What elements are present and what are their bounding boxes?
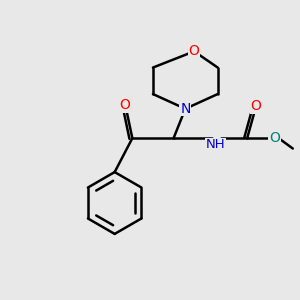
Text: O: O [250, 99, 261, 113]
Text: O: O [189, 44, 200, 58]
Text: O: O [269, 131, 280, 145]
Text: NH: NH [206, 138, 225, 151]
Text: O: O [119, 98, 130, 112]
Text: N: N [180, 102, 190, 116]
